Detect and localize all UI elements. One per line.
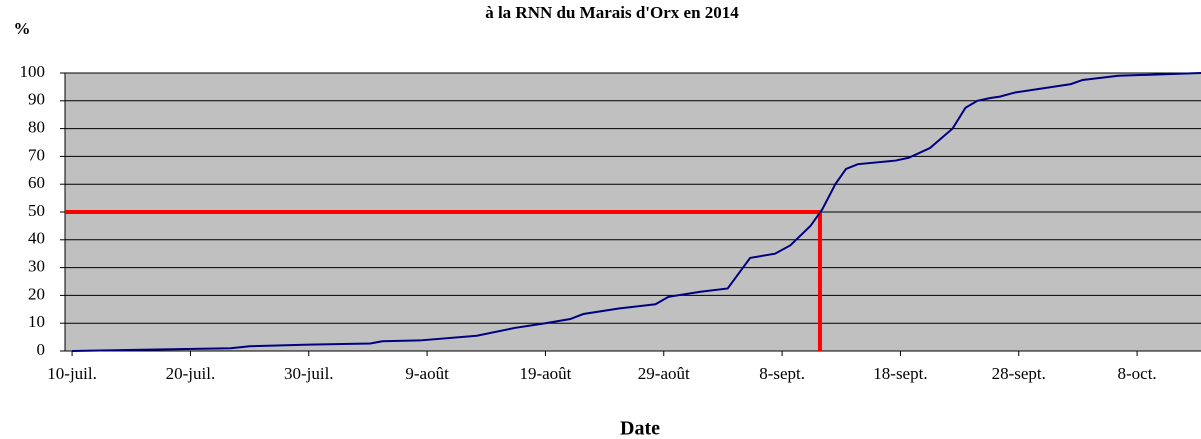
x-axis-label: Date	[620, 418, 660, 439]
x-tick-label: 30-juil.	[284, 364, 334, 383]
y-tick-label: 90	[28, 90, 45, 109]
y-axis-label: %	[14, 19, 31, 38]
chart-title: à la RNN du Marais d'Orx en 2014	[485, 3, 739, 22]
y-tick-label: 40	[28, 229, 45, 248]
x-tick-label: 20-juil.	[166, 364, 216, 383]
x-tick-label: 18-sept.	[873, 364, 927, 383]
y-tick-label: 0	[37, 340, 46, 359]
x-tick-label: 8-oct.	[1118, 364, 1157, 383]
x-tick-label: 29-août	[638, 364, 690, 383]
data-line	[72, 72, 1201, 352]
x-tick-label: 9-août	[405, 364, 449, 383]
y-tick-label: 70	[28, 145, 45, 164]
y-tick-label: 60	[28, 173, 45, 192]
y-tick-label: 10	[28, 312, 45, 331]
y-tick-label: 50	[28, 201, 45, 220]
x-tick-label: 10-juil.	[47, 364, 97, 383]
y-tick-label: 30	[28, 257, 45, 276]
x-tick-label: 8-sept.	[759, 364, 805, 383]
x-tick-label: 28-sept.	[992, 364, 1046, 383]
y-tick-label: 80	[28, 118, 45, 137]
y-tick-label: 20	[28, 284, 45, 303]
y-tick-label: 100	[20, 62, 46, 81]
x-tick-label: 19-août	[519, 364, 571, 383]
